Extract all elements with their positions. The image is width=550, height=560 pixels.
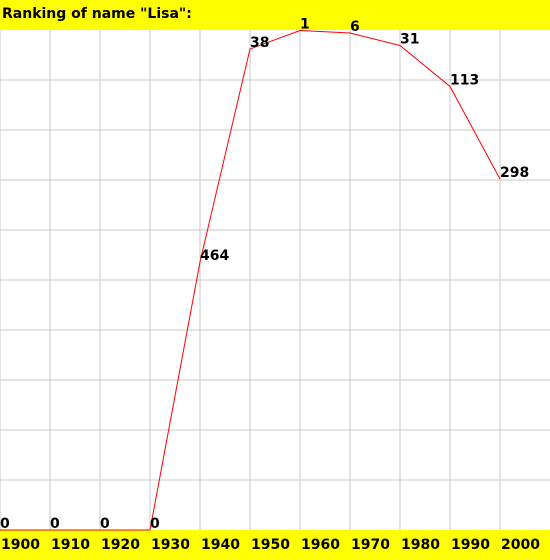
value-label: 6	[350, 19, 360, 35]
x-tick-label: 1960	[301, 537, 340, 553]
line	[0, 29, 501, 531]
axis-bar	[0, 530, 550, 560]
value-label: 0	[150, 516, 160, 532]
value-label: 38	[250, 35, 269, 51]
value-label: 464	[200, 248, 229, 264]
value-label: 1	[300, 17, 310, 33]
x-tick-label: 1970	[351, 537, 390, 553]
chart-title: Ranking of name "Lisa":	[2, 6, 192, 22]
value-label: 113	[450, 73, 479, 89]
value-label: 0	[100, 516, 110, 532]
x-tick-label: 1980	[401, 537, 440, 553]
x-tick-label: 1990	[451, 537, 490, 553]
x-tick-label: 1920	[101, 537, 140, 553]
x-tick-label: 1930	[151, 537, 190, 553]
value-label: 298	[500, 165, 529, 181]
title-bar	[0, 0, 550, 30]
x-tick-label: 1940	[201, 537, 240, 553]
x-tick-label: 1900	[1, 537, 40, 553]
x-tick-label: 1950	[251, 537, 290, 553]
value-label: 0	[0, 516, 10, 532]
value-label: 0	[50, 516, 60, 532]
value-label: 31	[400, 32, 419, 48]
x-tick-label: 1910	[51, 537, 90, 553]
x-tick-label: 2000	[501, 537, 540, 553]
